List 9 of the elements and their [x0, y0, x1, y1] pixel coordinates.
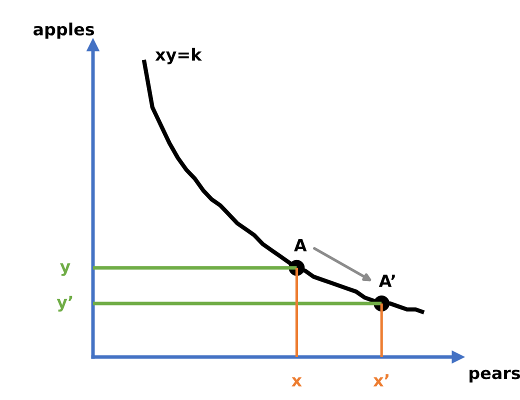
text: y’ — [56, 296, 72, 312]
x-axis-title: pears — [470, 370, 520, 382]
annotation: A — [294, 239, 307, 252]
y-axis-title: apples — [33, 22, 94, 39]
x-tick-label: x — [292, 377, 302, 386]
text: y — [60, 263, 70, 276]
annotation: xy=k — [155, 48, 202, 64]
annotation: A’ — [378, 274, 395, 287]
x-tick-label: x’ — [373, 374, 388, 386]
